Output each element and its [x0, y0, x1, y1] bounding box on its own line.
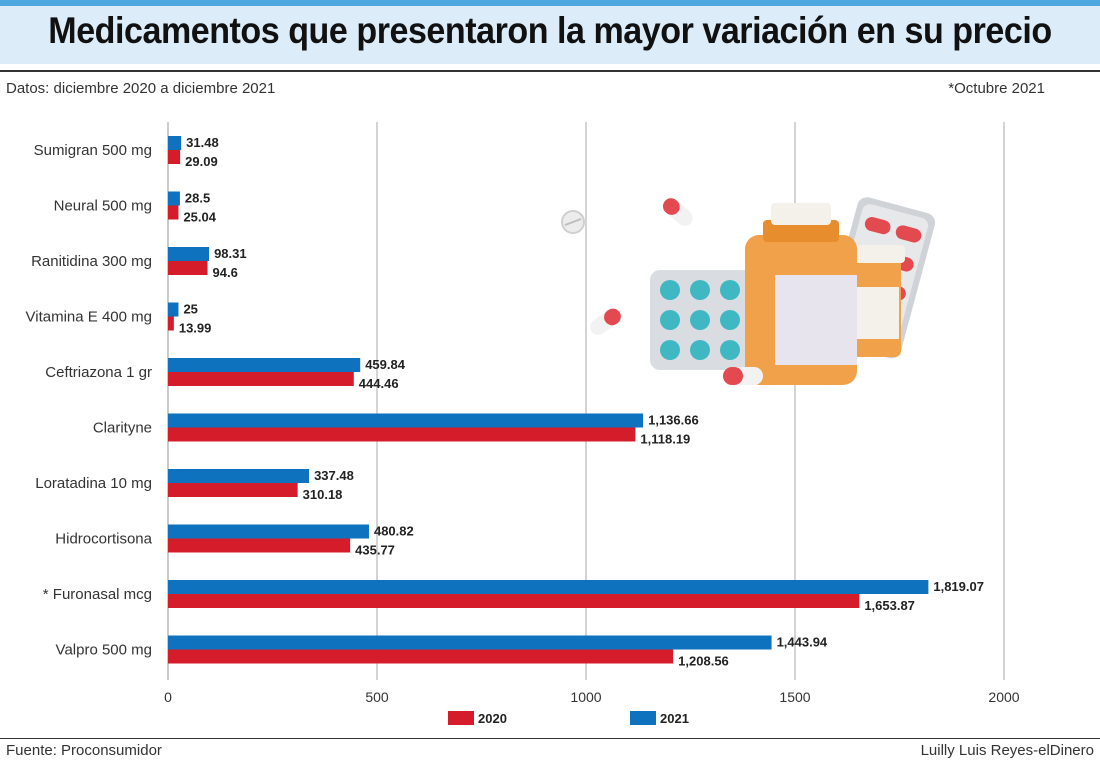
bar-2020: [168, 261, 208, 275]
category-label: Valpro 500 mg: [56, 642, 152, 659]
data-label-2021: 31.48: [186, 135, 219, 150]
data-label-2020: 310.18: [303, 487, 343, 502]
bar-2020: [168, 316, 174, 331]
x-tick-label: 1500: [779, 689, 810, 705]
category-label: Vitamina E 400 mg: [26, 309, 152, 326]
bar-2020: [168, 649, 674, 664]
data-label-2020: 13.99: [179, 321, 212, 336]
data-label-2021: 480.82: [374, 524, 414, 539]
bar-2021: [168, 247, 210, 261]
bar-2021: [168, 469, 310, 483]
data-label-2020: 444.46: [359, 376, 399, 391]
bar-2021: [168, 635, 772, 650]
category-label: Clarityne: [93, 420, 152, 437]
bar-2021: [168, 191, 180, 206]
legend-label-2020: 2020: [478, 711, 507, 726]
bar-2020: [168, 372, 354, 386]
legend-swatch-2021: [630, 711, 656, 725]
data-label-2020: 435.77: [355, 543, 395, 558]
bar-2020: [168, 594, 860, 608]
bar-chart: 0 500 1000 1500 2000 Sumigran 500 mg 31.48 29.0…: [26, 122, 1020, 726]
bottom-divider: [0, 738, 1100, 739]
bar-2020: [168, 427, 636, 442]
page-title: Medicamentos que presentaron la mayor va…: [48, 10, 1052, 51]
category-label: Sumigran 500 mg: [34, 142, 152, 159]
data-label-2021: 459.84: [365, 357, 406, 372]
bar-2021: [168, 136, 182, 150]
top-accent-bar: [0, 0, 1100, 6]
bar-2020: [168, 150, 181, 164]
bar-2021: [168, 524, 369, 539]
bar-2020: [168, 483, 298, 497]
credit-text: Luilly Luis Reyes-elDinero: [920, 742, 1094, 759]
data-label-2021: 1,136.66: [648, 413, 699, 428]
data-label-2021: 1,443.94: [777, 635, 828, 650]
data-label-2020: 25.04: [183, 210, 216, 225]
category-label: Ranitidina 300 mg: [31, 253, 152, 270]
legend-label-2021: 2021: [660, 711, 689, 726]
source-text: Fuente: Proconsumidor: [6, 742, 162, 759]
bar-2021: [168, 413, 644, 428]
data-label-2020: 1,653.87: [864, 598, 915, 613]
data-label-2021: 25: [183, 302, 197, 317]
data-label-2020: 29.09: [185, 154, 218, 169]
bar-2020: [168, 538, 351, 553]
bar-2021: [168, 358, 361, 372]
x-tick-label: 0: [164, 689, 172, 705]
data-label-2021: 28.5: [185, 191, 210, 206]
subtitle: Datos: diciembre 2020 a diciembre 2021: [6, 80, 276, 97]
x-tick-label: 1000: [570, 689, 601, 705]
title-band: [0, 6, 1100, 64]
category-label: Loratadina 10 mg: [35, 475, 152, 492]
x-tick-label: 500: [365, 689, 389, 705]
data-label-2021: 98.31: [214, 246, 247, 261]
legend-swatch-2020: [448, 711, 474, 725]
category-label: Ceftriazona 1 gr: [45, 364, 152, 381]
category-label: Neural 500 mg: [54, 198, 152, 215]
category-label: * Furonasal mcg: [43, 586, 152, 603]
bar-2021: [168, 580, 929, 594]
category-label: Hidrocortisona: [55, 531, 152, 548]
date-note: *Octubre 2021: [948, 80, 1045, 97]
data-label-2020: 1,208.56: [678, 654, 729, 669]
data-label-2020: 94.6: [213, 265, 238, 280]
data-label-2021: 1,819.07: [933, 579, 984, 594]
data-label-2021: 337.48: [314, 468, 354, 483]
bar-2021: [168, 302, 179, 317]
data-label-2020: 1,118.19: [640, 432, 690, 447]
x-tick-label: 2000: [988, 689, 1019, 705]
medicine-illustration: [561, 197, 936, 385]
bar-2020: [168, 205, 179, 220]
top-divider: [0, 70, 1100, 72]
